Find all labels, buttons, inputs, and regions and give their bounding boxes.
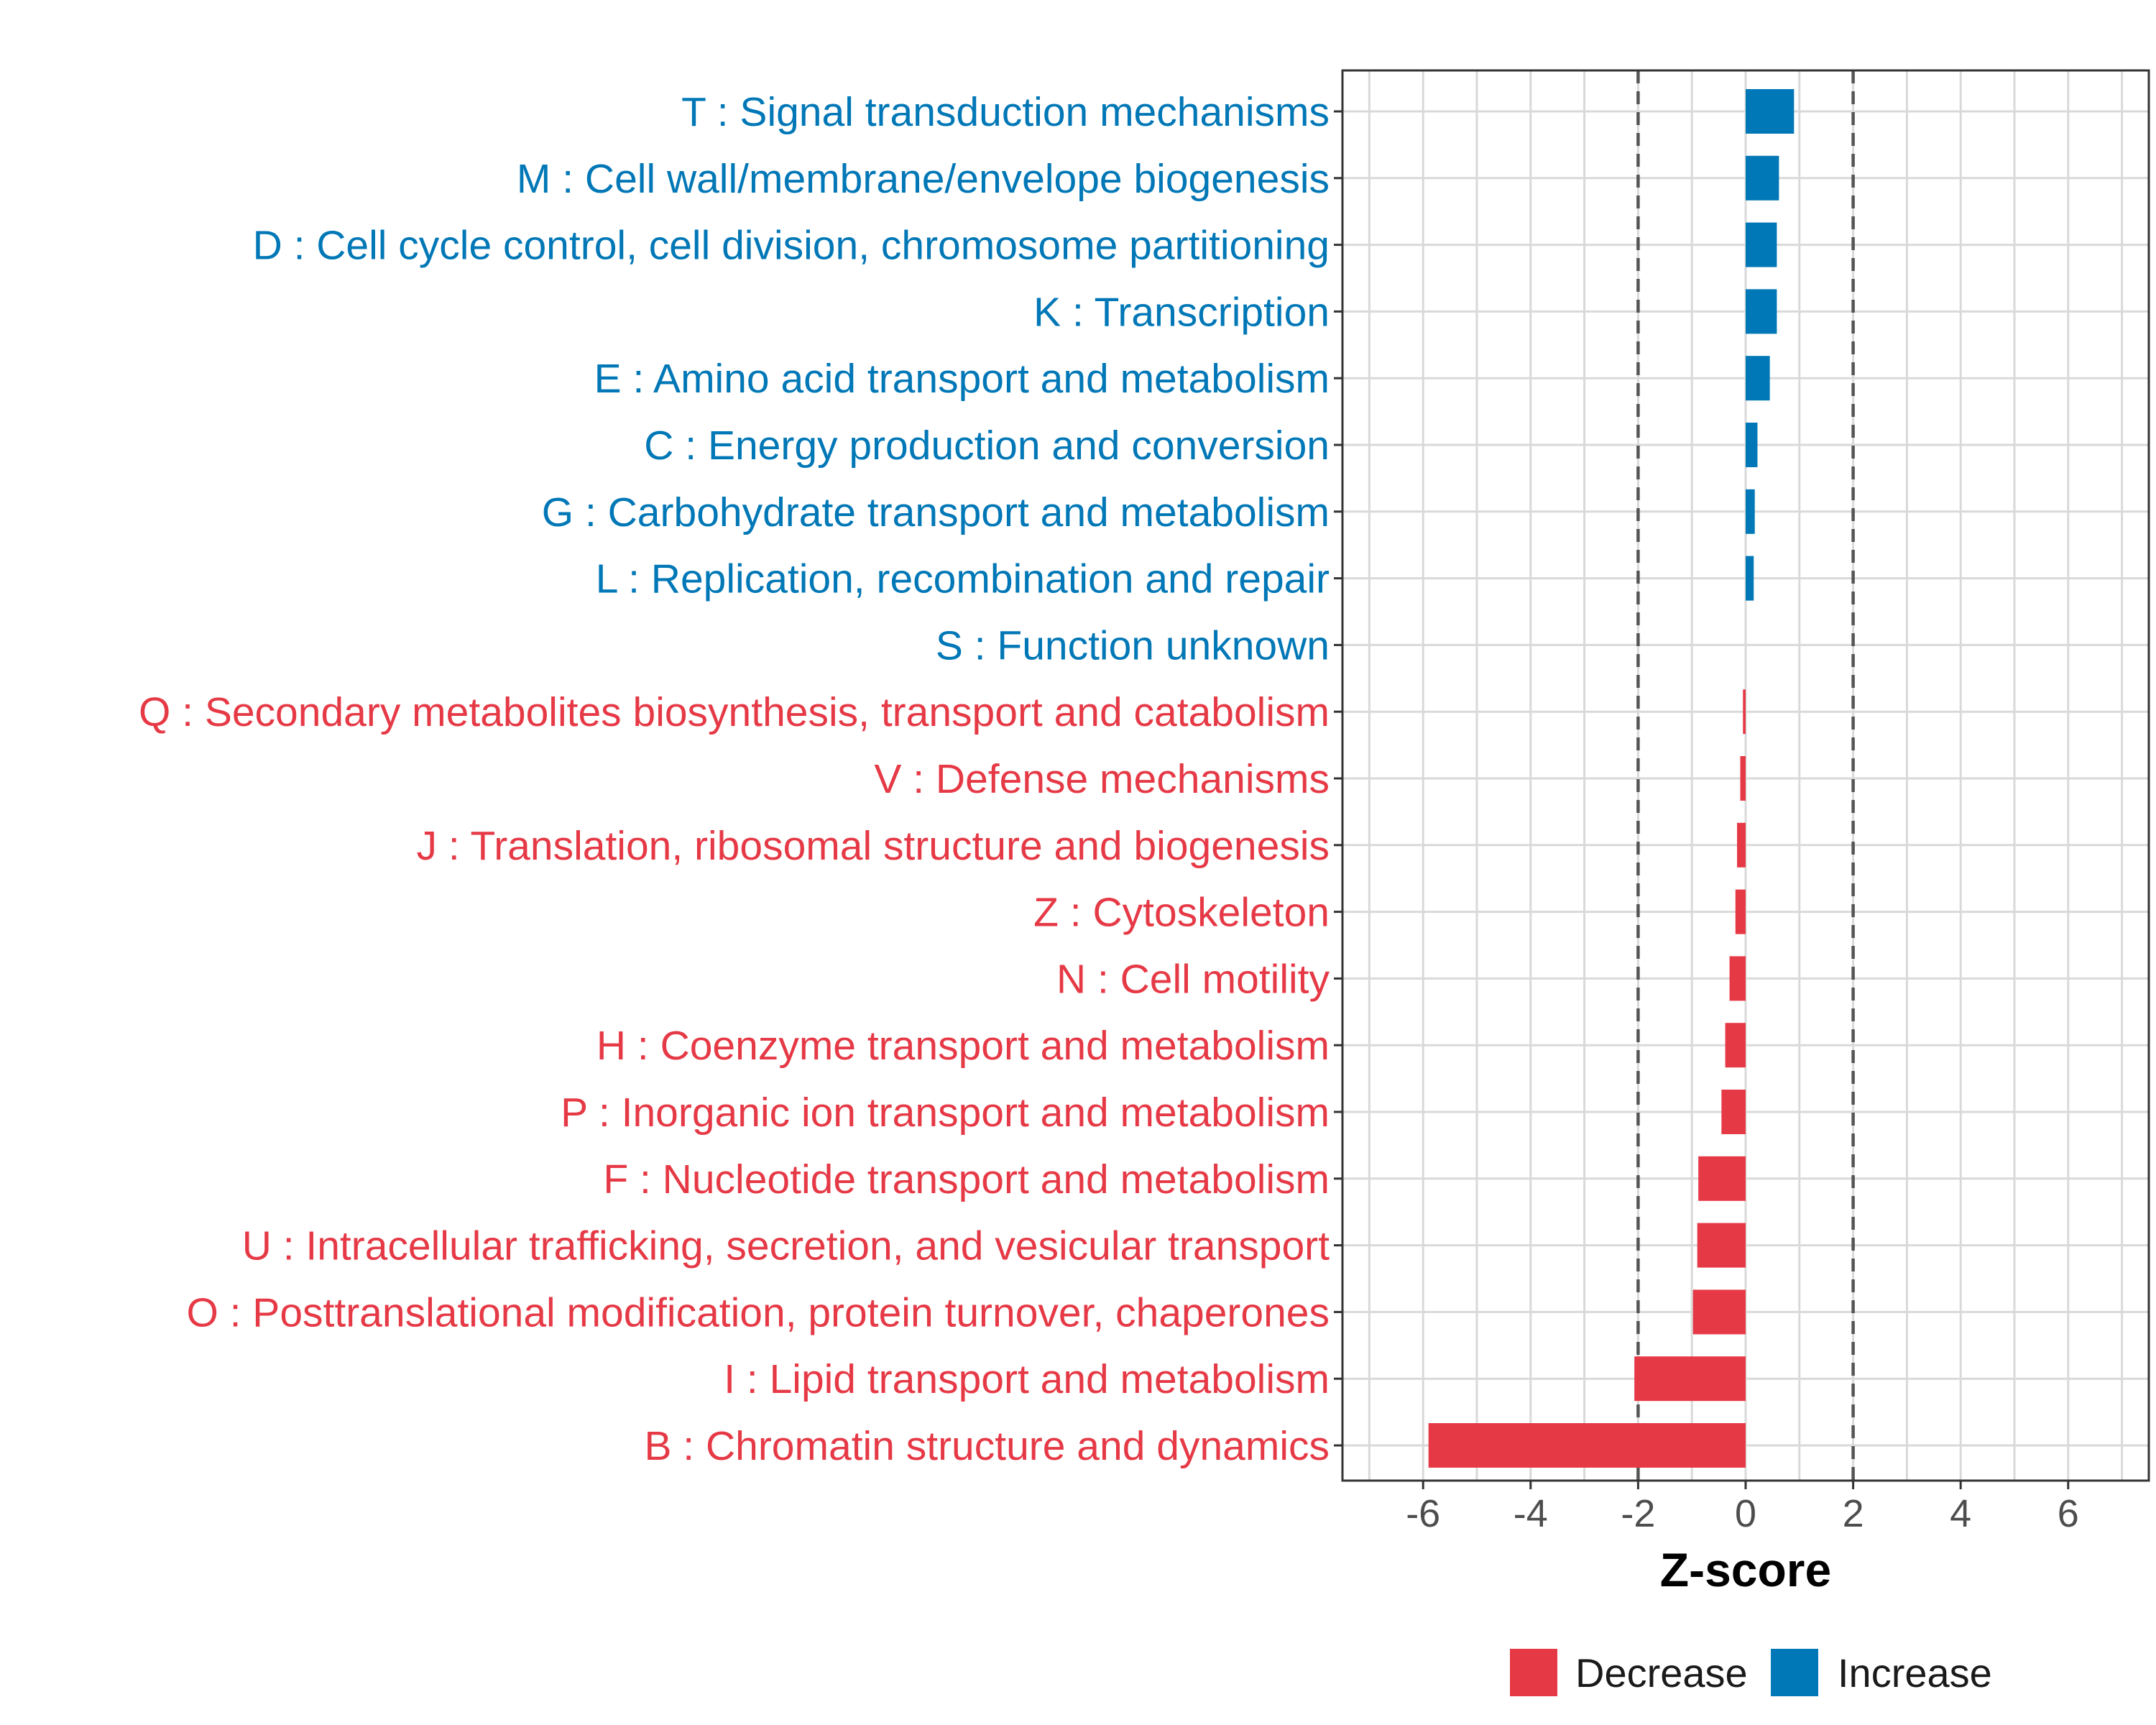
category-label: O : Posttranslational modification, prot… bbox=[186, 1289, 1330, 1335]
x-axis-title: Z-score bbox=[1660, 1543, 1831, 1596]
category-label: S : Function unknown bbox=[936, 622, 1330, 668]
category-labels: T : Signal transduction mechanisms M : Ce… bbox=[139, 89, 1330, 1469]
bar bbox=[1721, 1090, 1746, 1134]
x-axis-ticks: -6 -4 -2 0 2 4 6 bbox=[1406, 1481, 2079, 1535]
bar bbox=[1743, 689, 1746, 735]
legend-key-decrease bbox=[1510, 1649, 1557, 1696]
legend-key-increase bbox=[1771, 1649, 1818, 1696]
category-label: H : Coenzyme transport and metabolism bbox=[596, 1023, 1330, 1069]
x-tick-label: -6 bbox=[1406, 1492, 1440, 1535]
x-tick-label: 0 bbox=[1735, 1492, 1756, 1535]
bar bbox=[1737, 822, 1746, 868]
bar bbox=[1746, 222, 1777, 267]
x-tick-label: 6 bbox=[2058, 1492, 2079, 1535]
category-label: L : Replication, recombination and repai… bbox=[596, 556, 1330, 602]
category-label: N : Cell motility bbox=[1056, 956, 1330, 1002]
x-tick-label: -2 bbox=[1621, 1492, 1655, 1535]
category-label: Z : Cytoskeleton bbox=[1033, 890, 1330, 936]
bar bbox=[1746, 423, 1758, 467]
bar bbox=[1746, 155, 1779, 201]
legend: Decrease Increase bbox=[1510, 1649, 1992, 1696]
bar bbox=[1634, 1356, 1746, 1402]
category-label: B : Chromatin structure and dynamics bbox=[644, 1423, 1330, 1469]
bar bbox=[1725, 1023, 1746, 1068]
grid-lines bbox=[1342, 70, 2149, 1481]
category-label: J : Translation, ribosomal structure and… bbox=[417, 823, 1330, 869]
category-label: C : Energy production and conversion bbox=[644, 423, 1330, 469]
category-label: G : Carbohydrate transport and metabolis… bbox=[542, 489, 1330, 535]
bar bbox=[1692, 1289, 1746, 1335]
x-tick-label: 2 bbox=[1843, 1492, 1864, 1535]
bar bbox=[1697, 1223, 1746, 1268]
category-label: U : Intracellular trafficking, secretion… bbox=[242, 1223, 1330, 1269]
reference-lines bbox=[1636, 70, 1855, 1481]
bar bbox=[1746, 356, 1770, 401]
bar bbox=[1746, 89, 1795, 134]
bar bbox=[1746, 489, 1755, 534]
bar bbox=[1735, 889, 1746, 934]
category-label: M : Cell wall/membrane/envelope biogenes… bbox=[517, 156, 1330, 202]
bars bbox=[1428, 89, 1795, 1468]
x-tick-label: 4 bbox=[1950, 1492, 1971, 1535]
category-label: T : Signal transduction mechanisms bbox=[681, 89, 1330, 135]
category-label: F : Nucleotide transport and metabolism bbox=[603, 1156, 1330, 1202]
category-label: Q : Secondary metabolites biosynthesis, … bbox=[139, 689, 1330, 735]
bar bbox=[1428, 1423, 1746, 1468]
y-axis-ticks bbox=[1334, 110, 1342, 1447]
legend-label-decrease: Decrease bbox=[1575, 1650, 1748, 1696]
x-tick-label: -4 bbox=[1514, 1492, 1548, 1535]
category-label: E : Amino acid transport and metabolism bbox=[594, 356, 1330, 402]
legend-label-increase: Increase bbox=[1838, 1650, 1992, 1696]
bar bbox=[1740, 756, 1746, 801]
category-label: V : Defense mechanisms bbox=[874, 756, 1330, 802]
bar bbox=[1746, 556, 1754, 601]
bar bbox=[1698, 1156, 1746, 1201]
bar bbox=[1729, 956, 1746, 1001]
category-label: P : Inorganic ion transport and metaboli… bbox=[561, 1090, 1330, 1136]
category-label: D : Cell cycle control, cell division, c… bbox=[253, 223, 1330, 269]
bar bbox=[1746, 289, 1777, 334]
category-label: K : Transcription bbox=[1033, 289, 1330, 335]
category-label: I : Lipid transport and metabolism bbox=[724, 1356, 1330, 1402]
